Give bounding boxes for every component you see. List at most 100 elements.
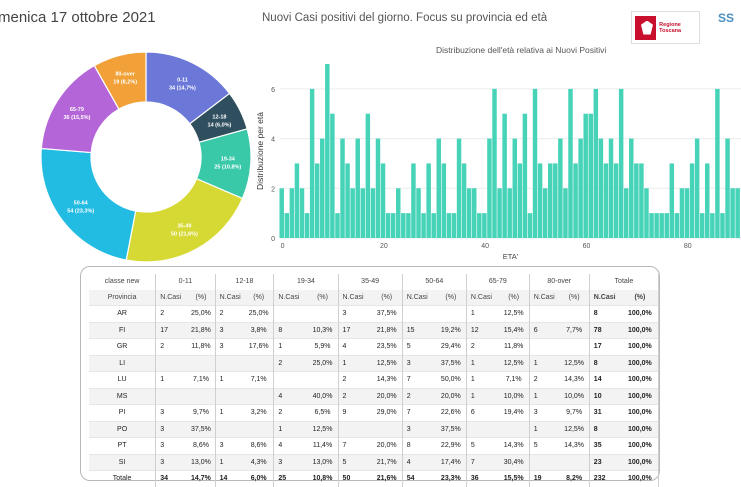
histogram-bar[interactable] [477, 213, 482, 238]
histogram-bar[interactable] [547, 163, 553, 238]
histogram-bar[interactable] [558, 138, 563, 238]
donut-slice-80-over[interactable] [93, 51, 147, 110]
histogram-bar[interactable] [421, 213, 426, 238]
histogram-bar[interactable] [710, 213, 715, 238]
histogram-bar[interactable] [436, 138, 442, 238]
table-row[interactable]: GR 2 11,8% 3 17,6% 1 5,9% 4 23,5% 5 29,4% 2 11,8% 17 1… [89, 338, 659, 355]
histogram-bar[interactable] [350, 188, 355, 238]
histogram-bar[interactable] [380, 163, 386, 238]
table-row[interactable]: LU 1 7,1% 1 7,1% 2 14,3% 7 50,0% 1 7,1% 2 14,3% 14 100… [89, 371, 659, 388]
histogram-bar[interactable] [396, 188, 401, 238]
histogram-bar[interactable] [502, 113, 507, 238]
histogram-bar[interactable] [629, 138, 634, 238]
histogram-bar[interactable] [664, 213, 669, 238]
histogram-bar[interactable] [578, 138, 583, 238]
table-total-row[interactable]: Totale 34 14,7% 14 6,0% 25 10,8% 50 21,6% 54 23,3%… [89, 470, 659, 487]
donut-slice-35-49[interactable] [125, 177, 244, 263]
histogram-bar[interactable] [659, 213, 664, 238]
histogram-bar[interactable] [512, 138, 517, 238]
histogram-bar[interactable] [527, 213, 533, 238]
histogram-bar[interactable] [446, 213, 452, 238]
histogram-bar[interactable] [568, 88, 573, 238]
table-row[interactable]: AR 2 25,0% 2 25,0% 3 37,5% 1 12,5% 8 100,0% [89, 305, 659, 322]
histogram-bar[interactable] [314, 163, 320, 238]
histogram-bar[interactable] [669, 163, 675, 238]
histogram-bar[interactable] [360, 188, 366, 238]
histogram-bar[interactable] [507, 188, 512, 238]
histogram-bar[interactable] [699, 213, 705, 238]
histogram-bar[interactable] [390, 213, 396, 238]
donut-slice-50-64[interactable] [40, 147, 137, 261]
histogram-bar[interactable] [715, 88, 720, 238]
histogram-bar[interactable] [492, 88, 497, 238]
histogram-bar[interactable] [482, 213, 487, 238]
histogram-bar[interactable] [461, 163, 467, 238]
histogram-bar[interactable] [603, 163, 609, 238]
histogram-bar[interactable] [487, 138, 492, 238]
histogram-bar[interactable] [623, 188, 629, 238]
histogram-bar[interactable] [679, 188, 685, 238]
histogram-bar[interactable] [426, 163, 431, 238]
histogram-bar[interactable] [299, 188, 305, 238]
histogram-bar[interactable] [522, 113, 528, 238]
table-row[interactable]: PO 3 37,5% 1 12,5% 3 37,5% 1 12,5% 8 100,0% [89, 420, 659, 438]
histogram-bar[interactable] [532, 88, 538, 238]
histogram-bar[interactable] [330, 113, 335, 238]
histogram-bar[interactable] [294, 163, 300, 238]
histogram-bar[interactable] [279, 188, 284, 238]
histogram-bar[interactable] [618, 88, 624, 238]
table-row[interactable]: LI 2 25,0% 1 12,5% 3 37,5% 1 12,5% 1 12,5% 8 100,0% [89, 354, 659, 372]
histogram-bar[interactable] [451, 213, 457, 238]
table-row[interactable]: PT 3 8,6% 3 8,6% 4 11,4% 7 20,0% 8 22,9% 5 14,3% 5 14,… [89, 437, 659, 454]
histogram-bar[interactable] [335, 213, 340, 238]
histogram-bar[interactable] [634, 163, 639, 238]
histogram-bar[interactable] [431, 213, 436, 238]
histogram-bar[interactable] [406, 213, 411, 238]
histogram-bar[interactable] [340, 138, 345, 238]
histogram-bar[interactable] [730, 188, 735, 238]
histogram-bar[interactable] [466, 188, 472, 238]
histogram-bar[interactable] [694, 138, 700, 238]
histogram-bar[interactable] [674, 213, 680, 238]
histogram-bar[interactable] [416, 188, 421, 238]
histogram-bar[interactable] [401, 213, 406, 238]
histogram-bar[interactable] [613, 163, 619, 238]
histogram-bar[interactable] [639, 163, 644, 238]
histogram-bar[interactable] [644, 188, 649, 238]
histogram-bar[interactable] [654, 213, 659, 238]
histogram-bar[interactable] [542, 188, 548, 238]
histogram-bar[interactable] [472, 188, 477, 238]
histogram-bar[interactable] [608, 138, 614, 238]
histogram-bar[interactable] [563, 188, 568, 238]
histogram-bar[interactable] [411, 163, 416, 238]
histogram-bar[interactable] [583, 113, 588, 238]
histogram-bar[interactable] [649, 213, 654, 238]
histogram-bar[interactable] [725, 138, 730, 238]
histogram-bar[interactable] [325, 64, 330, 238]
histogram-bar[interactable] [537, 163, 543, 238]
histogram-bar[interactable] [345, 163, 350, 238]
histogram-bar[interactable] [365, 113, 371, 238]
table-row[interactable]: PI 3 9,7% 1 3,2% 2 6,5% 9 29,0% 7 22,6% 6 19,4% 3 9,7%… [89, 404, 659, 421]
histogram-bar[interactable] [517, 163, 523, 238]
histogram-bar[interactable] [553, 163, 558, 238]
histogram-bar[interactable] [309, 88, 315, 238]
histogram-bar[interactable] [355, 138, 360, 238]
histogram-bar[interactable] [385, 213, 391, 238]
histogram-bar[interactable] [375, 138, 381, 238]
histogram-bar[interactable] [320, 138, 325, 238]
histogram-bar[interactable] [289, 188, 295, 238]
histogram-bar[interactable] [456, 138, 462, 238]
table-row[interactable]: FI 17 21,8% 3 3,8% 8 10,3% 17 21,8% 15 19,2% 12 15,4… [89, 321, 659, 339]
table-row[interactable]: MS 4 40,0% 2 20,0% 2 20,0% 1 10,0% 1 10,0% 10 100,0% [89, 387, 659, 405]
histogram-bar[interactable] [284, 213, 290, 238]
histogram-bar[interactable] [598, 138, 604, 238]
histogram-bar[interactable] [720, 213, 725, 238]
histogram-bar[interactable] [497, 188, 502, 238]
histogram-bar[interactable] [304, 213, 310, 238]
table-row[interactable]: SI 3 13,0% 1 4,3% 3 13,0% 5 21,7% 4 17,4% 7 30,4% 23 1… [89, 453, 659, 471]
histogram-bar[interactable] [573, 163, 578, 238]
histogram-bar[interactable] [735, 188, 740, 238]
histogram-bar[interactable] [441, 163, 447, 238]
histogram-bar[interactable] [370, 188, 376, 238]
